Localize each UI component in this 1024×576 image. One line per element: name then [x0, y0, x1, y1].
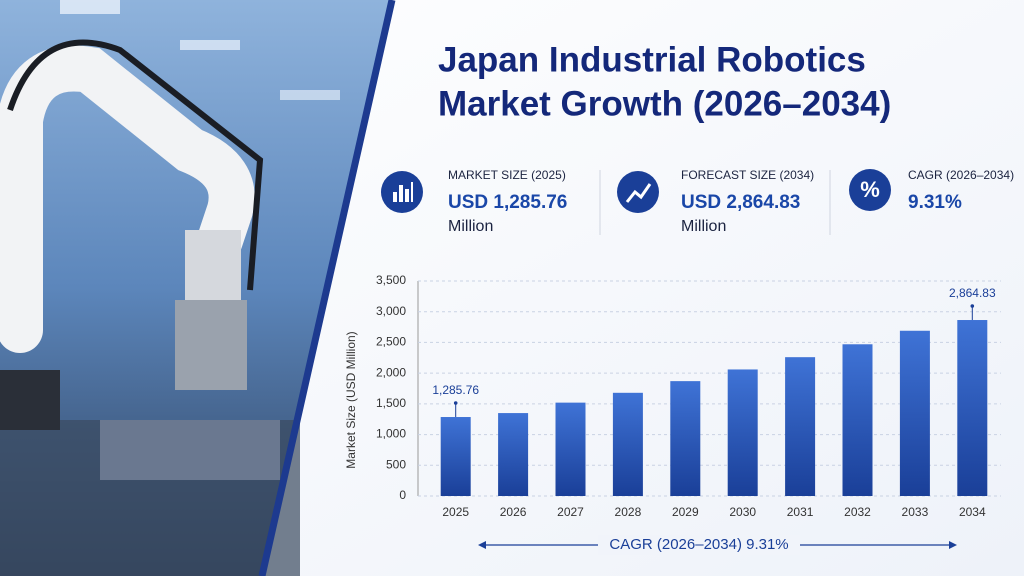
bar — [727, 369, 758, 496]
kpi: MARKET SIZE (2025) USD 1,285.76 Million — [381, 168, 567, 235]
kpi-label: FORECAST SIZE (2034) — [681, 168, 814, 182]
annotation-bg — [598, 535, 800, 555]
y-tick-label: 1,500 — [376, 396, 406, 410]
x-tick-label: 2028 — [615, 505, 642, 519]
bar — [498, 413, 529, 496]
kpi-unit: Million — [681, 218, 726, 235]
annotation: CAGR (2026–2034) 9.31% — [609, 536, 788, 553]
kpi-value: USD 2,864.83 — [681, 192, 800, 213]
x-tick-label: 2026 — [500, 505, 527, 519]
bar — [440, 417, 471, 496]
title-line: Japan Industrial Robotics — [438, 40, 866, 79]
kpi-value: 9.31% — [908, 192, 962, 213]
y-tick-label: 500 — [386, 457, 406, 471]
bar — [899, 330, 930, 496]
arrow-head — [478, 541, 486, 549]
value-label: 1,285.76 — [432, 383, 479, 397]
bar — [612, 392, 643, 496]
title-line: Market Growth (2026–2034) — [438, 84, 891, 123]
y-tick-label: 3,500 — [376, 273, 406, 287]
x-tick-label: 2033 — [902, 505, 929, 519]
x-tick-label: 2029 — [672, 505, 699, 519]
kpi-label: CAGR (2026–2034) — [908, 168, 1014, 182]
x-tick-label: 2030 — [729, 505, 756, 519]
x-tick-label: 2025 — [442, 505, 469, 519]
x-tick-label: 2031 — [787, 505, 814, 519]
bar — [957, 320, 988, 496]
y-tick-label: 3,000 — [376, 304, 406, 318]
arrow-head — [949, 541, 957, 549]
kpi-value: USD 1,285.76 — [448, 192, 567, 213]
y-tick-label: 2,000 — [376, 365, 406, 379]
bar — [670, 381, 701, 496]
kpi-icon: % — [860, 177, 880, 202]
label-dot — [453, 401, 458, 405]
photo — [0, 0, 396, 576]
bar — [842, 344, 873, 496]
x-tick-label: 2034 — [959, 505, 986, 519]
y-axis-label: Market Size (USD Million) — [344, 331, 358, 468]
bar — [555, 402, 586, 496]
bar — [785, 357, 816, 496]
kpi-label: MARKET SIZE (2025) — [448, 168, 566, 182]
kpi: FORECAST SIZE (2034) USD 2,864.83 Millio… — [617, 168, 814, 235]
x-tick-label: 2032 — [844, 505, 871, 519]
y-tick-label: 0 — [399, 488, 406, 502]
label-dot — [970, 304, 975, 308]
x-tick-label: 2027 — [557, 505, 584, 519]
chart: 0 500 1,000 1,500 2,000 2,500 3,000 3,500 2025 1,… — [376, 273, 1001, 519]
value-label: 2,864.83 — [949, 286, 996, 300]
kpi-unit: Million — [448, 218, 493, 235]
y-tick-label: 1,000 — [376, 427, 406, 441]
kpi: % CAGR (2026–2034) 9.31% — [849, 168, 1014, 213]
y-tick-label: 2,500 — [376, 335, 406, 349]
